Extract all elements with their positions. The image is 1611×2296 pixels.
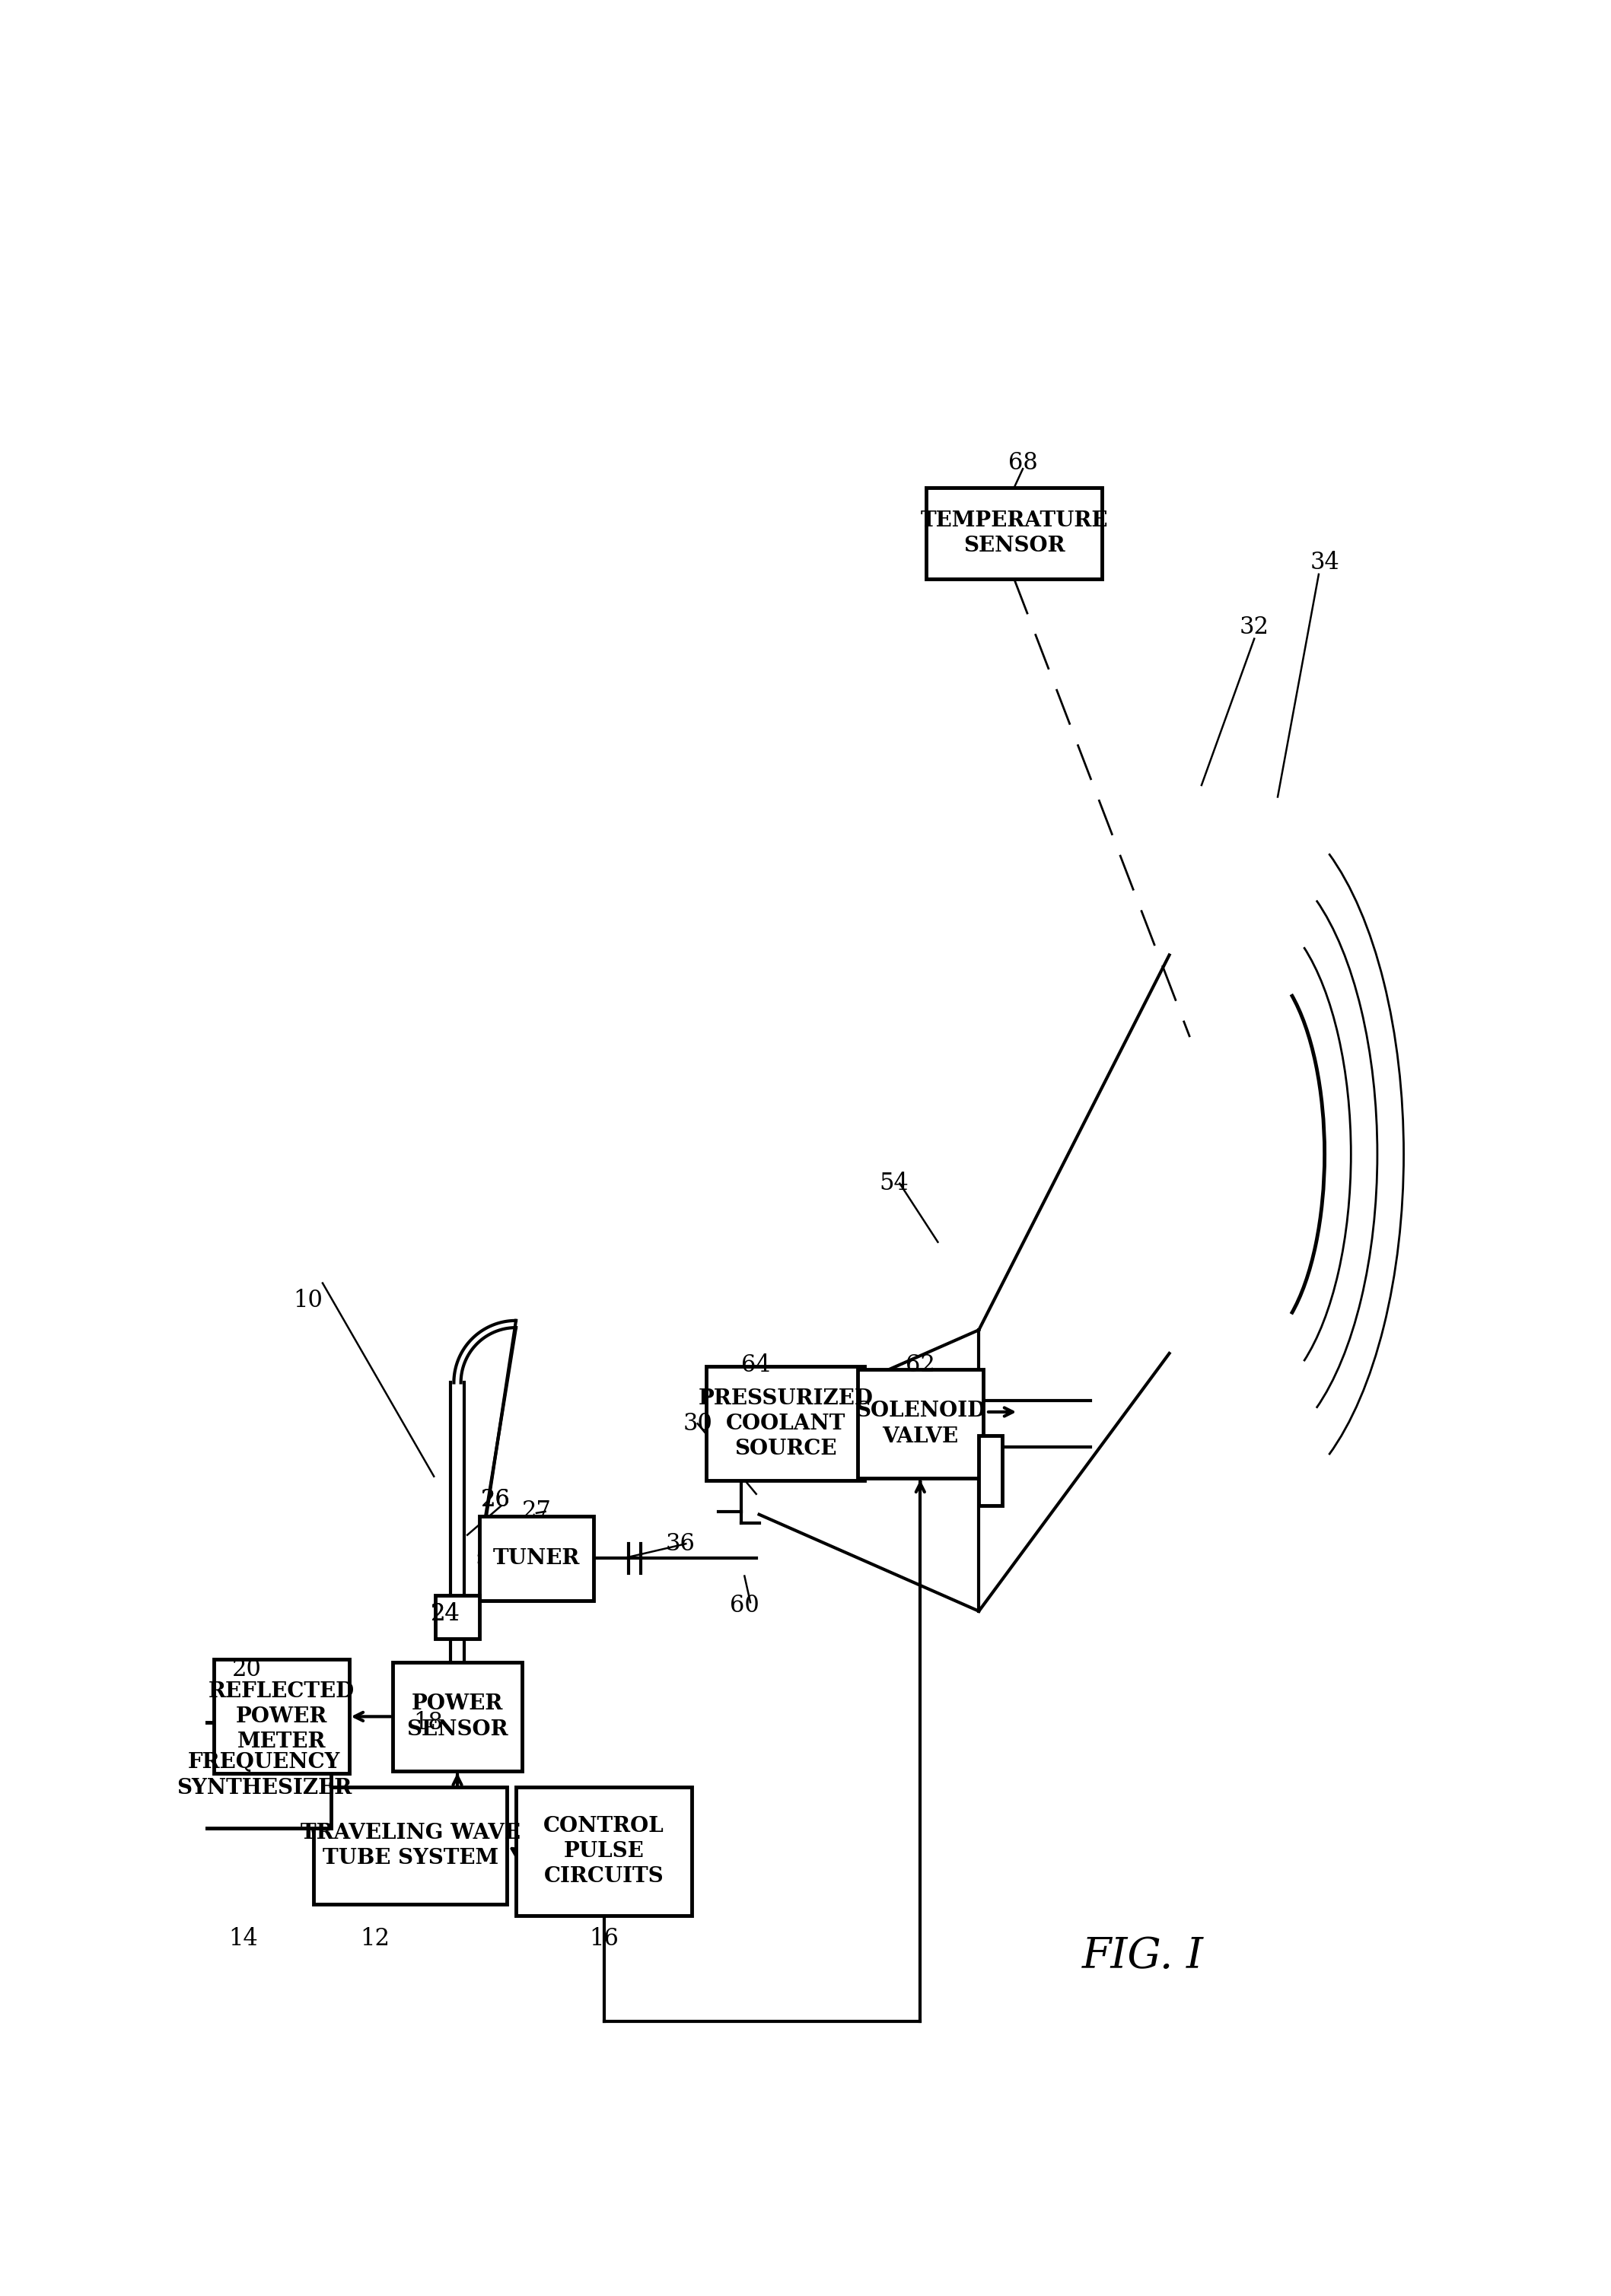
Bar: [516, 1786, 691, 1915]
Text: 18: 18: [414, 1711, 443, 1733]
Text: 20: 20: [232, 1658, 261, 1681]
Text: 36: 36: [665, 1531, 694, 1557]
Text: 32: 32: [1239, 615, 1269, 638]
Text: 24: 24: [430, 1603, 461, 1626]
Bar: [435, 1596, 480, 1639]
Bar: [214, 1660, 350, 1775]
Text: 14: 14: [229, 1926, 258, 1952]
Text: 30: 30: [683, 1412, 712, 1435]
Text: SOLENOID
VALVE: SOLENOID VALVE: [855, 1401, 986, 1446]
Text: POWER
SENSOR: POWER SENSOR: [406, 1694, 507, 1740]
Text: 24: 24: [430, 1603, 461, 1626]
Text: 60: 60: [730, 1593, 759, 1616]
Text: CONTROL
PULSE
CIRCUITS: CONTROL PULSE CIRCUITS: [543, 1816, 664, 1887]
Bar: [314, 1786, 507, 1903]
Text: FREQUENCY
SYNTHESIZER: FREQUENCY SYNTHESIZER: [176, 1752, 351, 1798]
Text: TRAVELING WAVE
TUBE SYSTEM: TRAVELING WAVE TUBE SYSTEM: [301, 1823, 520, 1869]
Text: 27: 27: [522, 1499, 551, 1522]
Text: 68: 68: [1008, 452, 1037, 475]
Text: 10: 10: [293, 1288, 322, 1313]
Text: 34: 34: [1310, 551, 1339, 574]
Text: 26: 26: [480, 1488, 511, 1511]
Bar: [197, 1722, 332, 1828]
Text: 54: 54: [880, 1171, 909, 1196]
Text: 12: 12: [361, 1926, 390, 1952]
Text: 64: 64: [741, 1352, 772, 1378]
Text: 26: 26: [480, 1488, 511, 1511]
Text: TUNER: TUNER: [493, 1548, 580, 1568]
Text: 62: 62: [905, 1352, 934, 1378]
Bar: [480, 1515, 593, 1600]
Text: REFLECTED
POWER
METER: REFLECTED POWER METER: [208, 1681, 354, 1752]
Bar: [393, 1662, 522, 1770]
Bar: [857, 1368, 983, 1479]
Bar: [979, 1435, 1002, 1506]
Text: 16: 16: [590, 1926, 619, 1952]
Text: FIG. I: FIG. I: [1083, 1936, 1203, 1977]
Text: PRESSURIZED
COOLANT
SOURCE: PRESSURIZED COOLANT SOURCE: [698, 1389, 873, 1460]
Bar: [926, 487, 1102, 579]
Text: TEMPERATURE
SENSOR: TEMPERATURE SENSOR: [920, 510, 1108, 556]
Bar: [706, 1366, 865, 1481]
